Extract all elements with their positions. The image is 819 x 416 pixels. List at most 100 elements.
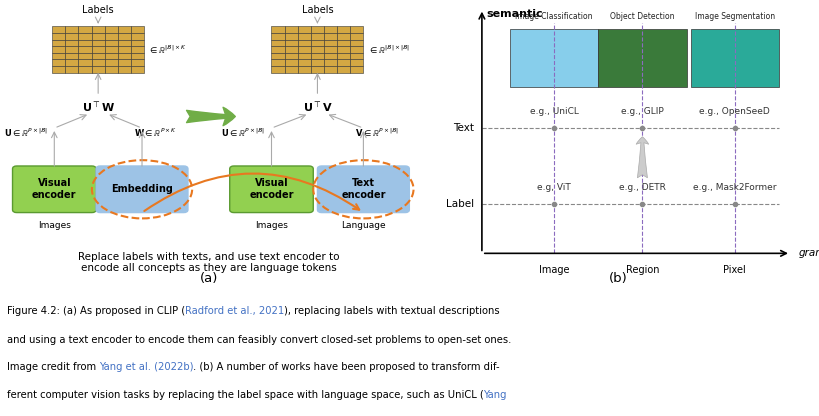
Text: Language: Language (341, 221, 386, 230)
Bar (52, 40, 66, 46)
Bar (131, 66, 144, 73)
Bar (324, 40, 337, 46)
Bar (324, 33, 337, 40)
Bar (79, 26, 92, 33)
Text: e.g., Mask2Former: e.g., Mask2Former (693, 183, 776, 192)
Bar (66, 26, 79, 33)
Text: Replace labels with texts, and use text encoder to
encode all concepts as they a: Replace labels with texts, and use text … (78, 252, 340, 273)
Text: e.g., OpenSeeD: e.g., OpenSeeD (699, 107, 770, 116)
Bar (272, 59, 285, 66)
Bar (131, 40, 144, 46)
Bar (66, 33, 79, 40)
Text: ), replacing labels with textual descriptions: ), replacing labels with textual descrip… (284, 306, 500, 316)
Bar (337, 53, 351, 59)
Bar (66, 53, 79, 59)
Bar (92, 53, 105, 59)
Text: granularity: granularity (799, 248, 819, 258)
Text: Image: Image (539, 265, 569, 275)
Bar (298, 53, 311, 59)
Text: Yang et al. (2022b): Yang et al. (2022b) (99, 362, 193, 372)
Text: e.g, ViT: e.g, ViT (537, 183, 571, 192)
Text: Object Detection: Object Detection (610, 12, 675, 21)
Bar (298, 66, 311, 73)
Bar (285, 33, 298, 40)
Bar (105, 59, 118, 66)
Text: e.g., DETR: e.g., DETR (619, 183, 666, 192)
Bar (66, 46, 79, 53)
Bar (105, 46, 118, 53)
Bar (337, 66, 351, 73)
Text: Pixel: Pixel (723, 265, 746, 275)
Bar (92, 66, 105, 73)
Bar (351, 26, 364, 33)
Text: Images: Images (38, 221, 70, 230)
Bar (311, 26, 324, 33)
Bar (285, 26, 298, 33)
Text: e.g., UniCL: e.g., UniCL (530, 107, 578, 116)
Bar (79, 33, 92, 40)
Bar (92, 33, 105, 40)
Bar (52, 46, 66, 53)
Text: $\in \mathbb{R}^{|\mathcal{B}| \times |\mathcal{B}|}$: $\in \mathbb{R}^{|\mathcal{B}| \times |\… (368, 43, 410, 56)
Text: Visual
encoder: Visual encoder (249, 178, 294, 200)
Text: $\mathbf{U} \in \mathbb{R}^{P \times |\mathcal{B}|}$: $\mathbf{U} \in \mathbb{R}^{P \times |\m… (4, 126, 48, 139)
Bar (79, 59, 92, 66)
Text: Labels: Labels (301, 5, 333, 15)
Bar (285, 59, 298, 66)
Bar (351, 66, 364, 73)
FancyBboxPatch shape (12, 166, 96, 213)
Text: $\in \mathbb{R}^{|\mathcal{B}| \times K}$: $\in \mathbb{R}^{|\mathcal{B}| \times K}… (148, 43, 187, 56)
Bar (66, 40, 79, 46)
Bar (79, 40, 92, 46)
FancyBboxPatch shape (229, 166, 313, 213)
Text: ferent computer vision tasks by replacing the label space with language space, s: ferent computer vision tasks by replacin… (7, 390, 483, 400)
Bar (118, 66, 131, 73)
FancyBboxPatch shape (96, 166, 188, 213)
Bar (118, 40, 131, 46)
Bar (351, 53, 364, 59)
Text: e.g., GLIP: e.g., GLIP (621, 107, 663, 116)
Bar (324, 59, 337, 66)
Bar (272, 46, 285, 53)
Text: Images: Images (255, 221, 288, 230)
Bar (92, 40, 105, 46)
Bar (131, 46, 144, 53)
Bar (510, 29, 598, 87)
Bar (272, 53, 285, 59)
Bar (324, 53, 337, 59)
Text: (b): (b) (609, 272, 627, 285)
Bar (79, 46, 92, 53)
Text: and using a text encoder to encode them can feasibly convert closed-set problems: and using a text encoder to encode them … (7, 335, 511, 345)
Text: Text
encoder: Text encoder (342, 178, 386, 200)
Bar (311, 46, 324, 53)
Bar (105, 40, 118, 46)
Bar (311, 33, 324, 40)
Bar (105, 33, 118, 40)
Bar (272, 33, 285, 40)
Text: $\mathbf{U}^\top\mathbf{V}$: $\mathbf{U}^\top\mathbf{V}$ (302, 101, 333, 115)
Bar (337, 26, 351, 33)
Text: semantic: semantic (486, 9, 542, 19)
Bar (285, 40, 298, 46)
Text: . (b) A number of works have been proposed to transform dif-: . (b) A number of works have been propos… (193, 362, 500, 372)
Text: Image Segmentation: Image Segmentation (695, 12, 775, 21)
Bar (118, 59, 131, 66)
Bar (324, 46, 337, 53)
Bar (105, 53, 118, 59)
Bar (131, 53, 144, 59)
Bar (690, 29, 779, 87)
Bar (285, 53, 298, 59)
Bar (351, 46, 364, 53)
Text: (a): (a) (200, 272, 218, 285)
Text: Region: Region (626, 265, 659, 275)
Bar (311, 40, 324, 46)
Bar (337, 40, 351, 46)
Bar (272, 40, 285, 46)
Bar (298, 33, 311, 40)
Bar (52, 33, 66, 40)
Bar (52, 26, 66, 33)
Bar (298, 26, 311, 33)
Bar (272, 66, 285, 73)
Text: Visual
encoder: Visual encoder (32, 178, 76, 200)
Bar (92, 59, 105, 66)
